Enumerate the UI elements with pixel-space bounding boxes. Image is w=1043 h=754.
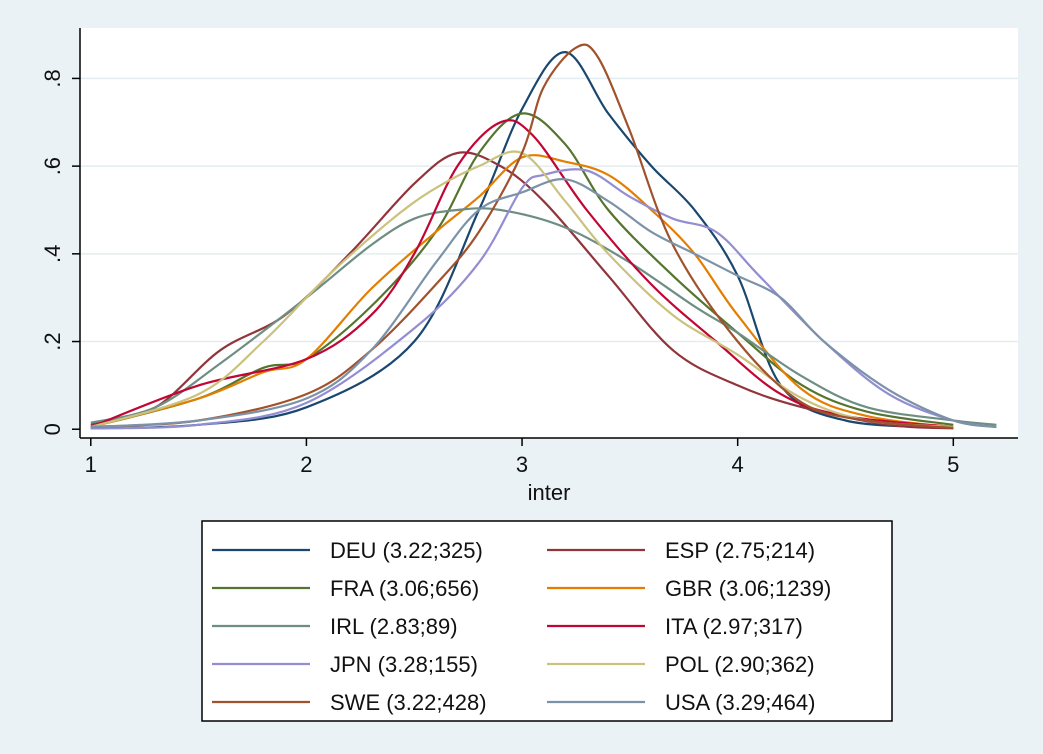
y-tick-label: .4 [40,245,65,263]
y-tick-label: .6 [40,157,65,175]
series-line-gbr [90,154,954,429]
axes: 0 .2 .4 .6 .8 1 2 3 4 5 [40,28,1018,477]
legend-label-fra: FRA (3.06;656) [330,576,479,601]
legend-label-usa: USA (3.29;464) [665,690,815,715]
series-line-deu [90,50,954,430]
legend-box [201,520,893,722]
plot-area [80,28,1018,438]
x-tick-label: 5 [947,452,959,477]
series-line-swe [90,43,954,429]
legend-label-irl: IRL (2.83;89) [330,614,458,639]
legend-label-esp: ESP (2.75;214) [665,538,815,563]
series-line-esp [90,151,954,430]
legend-label-deu: DEU (3.22;325) [330,538,483,563]
legend-label-swe: SWE (3.22;428) [330,690,487,715]
series-line-jpn [90,168,997,430]
legend-label-jpn: JPN (3.28;155) [330,652,478,677]
legend-label-gbr: GBR (3.06;1239) [665,576,831,601]
y-tick-label: .2 [40,332,65,350]
y-tick-label: 0 [40,423,65,435]
series-line-usa [90,178,997,429]
legend-label-pol: POL (2.90;362) [665,652,815,677]
x-tick-label: 4 [732,452,744,477]
legend: DEU (3.22;325) ESP (2.75;214) FRA (3.06;65… [212,538,831,715]
legend-label-ita: ITA (2.97;317) [665,614,803,639]
series-line-ita [90,119,954,429]
y-tick-label: .8 [40,69,65,87]
x-tick-label: 2 [300,452,312,477]
x-tick-label: 1 [85,452,97,477]
x-axis-title: inter [528,480,571,505]
x-tick-label: 3 [516,452,528,477]
series-line-irl [90,207,997,426]
series-lines [90,43,997,430]
